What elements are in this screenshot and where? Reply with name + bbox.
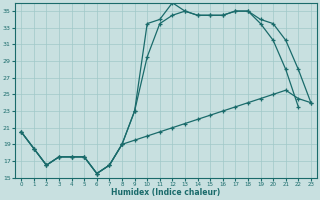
X-axis label: Humidex (Indice chaleur): Humidex (Indice chaleur) xyxy=(111,188,221,197)
